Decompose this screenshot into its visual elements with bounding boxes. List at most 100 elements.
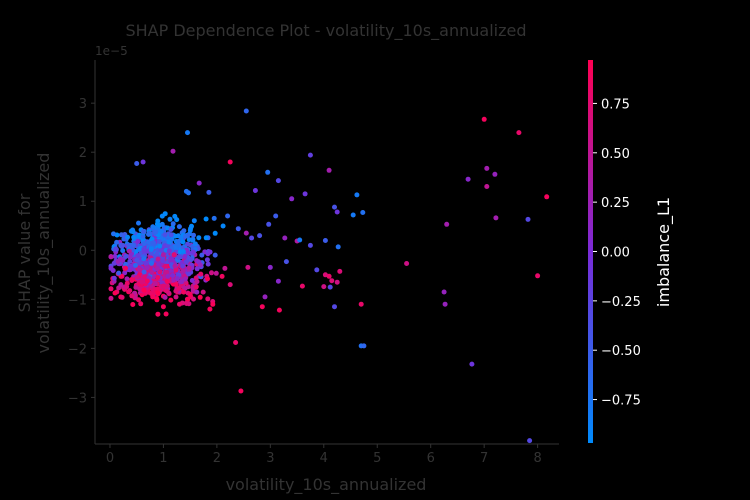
scatter-point — [150, 294, 156, 300]
scatter-point — [442, 301, 448, 307]
cluster-point — [193, 284, 199, 290]
scatter-point — [252, 188, 258, 193]
scatter-point — [492, 171, 498, 177]
chart-title: SHAP Dependence Plot - volatility_10s_an… — [125, 21, 526, 41]
scatter-point — [360, 210, 366, 215]
cluster-point — [182, 233, 188, 239]
cluster-point — [144, 278, 150, 284]
cluster-point — [160, 252, 166, 258]
cluster-point — [150, 240, 156, 246]
cluster-point — [118, 256, 123, 262]
cluster-point — [175, 242, 181, 248]
cluster-point — [152, 280, 158, 286]
cluster-point — [155, 256, 161, 262]
cluster-point — [182, 254, 188, 259]
cluster-point — [149, 269, 155, 275]
cluster-point — [167, 216, 173, 222]
cluster-point — [141, 269, 147, 275]
cluster-point — [166, 239, 172, 245]
cluster-point — [133, 284, 139, 290]
cluster-point — [205, 261, 211, 267]
cluster-point — [108, 254, 114, 260]
scatter-point — [275, 278, 281, 284]
cluster-point — [139, 292, 145, 298]
cluster-point — [154, 286, 160, 292]
cluster-point — [155, 275, 161, 280]
x-tick-label: 0 — [106, 451, 114, 466]
cluster-point — [120, 243, 126, 248]
cluster-point — [131, 234, 137, 240]
scatter-point — [484, 165, 490, 171]
cluster-point — [125, 234, 130, 240]
scatter-point — [332, 304, 337, 310]
scatter-point — [196, 180, 202, 186]
cluster-point — [170, 221, 176, 227]
cluster-point — [149, 260, 154, 266]
colorbar-label: imbalance_L1 — [654, 197, 674, 307]
cluster-point — [191, 249, 196, 255]
cluster-point — [110, 268, 116, 273]
scatter-point — [227, 159, 233, 165]
cluster-point — [164, 269, 170, 275]
scatter-point — [243, 230, 249, 236]
cluster-point — [127, 258, 133, 264]
cluster-point — [180, 249, 186, 254]
scatter-point — [235, 226, 241, 232]
cluster-point — [136, 232, 142, 238]
scatter-point — [525, 216, 531, 222]
scatter-point — [267, 264, 273, 270]
colorbar-tick-label: 0.00 — [601, 246, 630, 261]
y-axis-label-line-1: SHAP value for — [15, 193, 34, 312]
cluster-point — [141, 241, 147, 247]
scatter-point — [211, 215, 217, 221]
cluster-point — [148, 246, 154, 252]
cluster-point — [176, 238, 182, 244]
scatter-point — [493, 215, 499, 221]
cluster-point — [173, 282, 179, 288]
scatter-point — [299, 283, 305, 289]
scatter-point — [209, 270, 214, 276]
axes-frame — [94, 60, 559, 445]
cluster-point — [127, 254, 133, 260]
cluster-point — [174, 276, 180, 282]
scatter-point — [404, 261, 410, 266]
cluster-point — [112, 253, 118, 259]
cluster-point — [197, 262, 203, 268]
cluster-point — [111, 231, 116, 237]
cluster-point — [205, 296, 211, 302]
cluster-point — [129, 293, 135, 299]
scatter-point — [465, 176, 471, 182]
scatter-point — [481, 116, 487, 122]
cluster-point — [212, 252, 218, 258]
cluster-point — [139, 279, 145, 285]
cluster-point — [172, 213, 178, 219]
cluster-point — [126, 248, 132, 254]
cluster-point — [142, 247, 147, 253]
cluster-point — [212, 230, 218, 236]
cluster-point — [135, 239, 141, 244]
cluster-point — [156, 239, 162, 245]
cluster-point — [191, 218, 197, 224]
y-tick-label: 3 — [79, 97, 87, 112]
y-axis-ticks: −3 −2 −1 0 1 2 3 — [68, 97, 95, 406]
cluster-point — [128, 263, 134, 269]
cluster-point — [162, 211, 168, 217]
scatter-point — [185, 130, 190, 136]
cluster-point — [161, 283, 166, 289]
cluster-point — [171, 252, 177, 258]
cluster-point — [168, 297, 174, 303]
cluster-point — [176, 285, 182, 291]
cluster-point — [144, 265, 150, 271]
scatter-point — [361, 343, 367, 349]
x-tick-label: 2 — [213, 451, 221, 466]
cluster-point — [180, 263, 186, 269]
cluster-point — [141, 229, 147, 235]
cluster-point — [116, 270, 122, 276]
cluster-point — [166, 248, 172, 254]
cluster-point — [194, 266, 200, 272]
scatter-point — [273, 213, 279, 219]
cluster-point — [180, 245, 186, 251]
cluster-point — [164, 279, 170, 285]
cluster-point — [180, 268, 186, 274]
